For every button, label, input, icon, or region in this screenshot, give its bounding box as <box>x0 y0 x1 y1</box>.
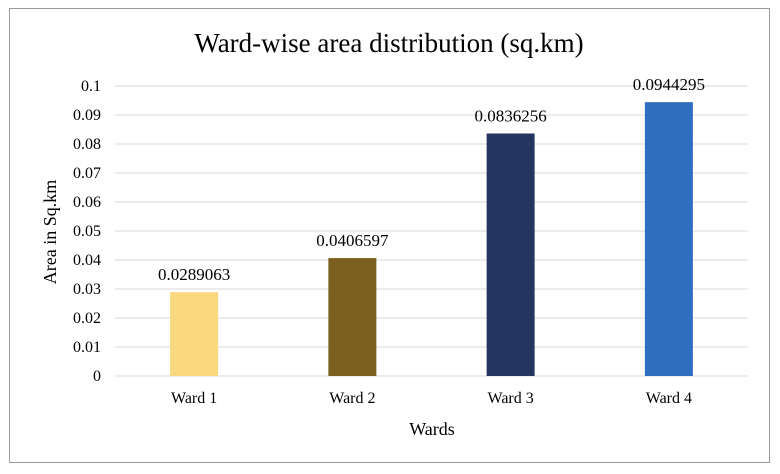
y-axis-title: Area in Sq.km <box>40 180 60 284</box>
y-tick-label: 0.06 <box>73 194 101 211</box>
y-tick-label: 0.08 <box>73 136 101 153</box>
y-axis-ticks: 0 0.01 0.02 0.03 0.04 0.05 0.06 0.07 0.08 0.09 0.1 <box>73 78 101 385</box>
y-tick-label: 0.03 <box>73 281 101 298</box>
x-tick-label: Ward 4 <box>646 390 692 407</box>
data-label-2: 0.0406597 <box>316 231 389 250</box>
bar-1 <box>170 292 219 376</box>
x-axis-ticks: Ward 1 Ward 2 Ward 3 Ward 4 <box>171 390 692 407</box>
gridlines <box>115 85 748 377</box>
bar-2 <box>328 258 377 376</box>
chart-title: Ward-wise area distribution (sq.km) <box>194 28 583 58</box>
x-tick-label: Ward 2 <box>329 390 375 407</box>
bar-4 <box>644 102 693 376</box>
x-tick-label: Ward 1 <box>171 390 217 407</box>
y-tick-label: 0 <box>93 368 101 385</box>
x-tick-label: Ward 3 <box>488 390 534 407</box>
y-tick-label: 0.1 <box>81 78 101 95</box>
y-tick-label: 0.04 <box>73 252 101 269</box>
bars <box>170 102 693 376</box>
chart-frame <box>9 8 770 463</box>
data-labels: 0.0289063 0.0406597 0.0836256 0.0944295 <box>158 75 705 284</box>
y-tick-label: 0.07 <box>73 165 101 182</box>
data-label-3: 0.0836256 <box>475 106 547 125</box>
data-label-4: 0.0944295 <box>633 75 705 94</box>
data-label-1: 0.0289063 <box>158 265 230 284</box>
y-tick-label: 0.09 <box>73 107 101 124</box>
bar-3 <box>486 133 535 376</box>
y-tick-label: 0.02 <box>73 310 101 327</box>
y-tick-label: 0.01 <box>73 339 101 356</box>
y-tick-label: 0.05 <box>73 223 101 240</box>
x-axis-title: Wards <box>409 419 455 439</box>
